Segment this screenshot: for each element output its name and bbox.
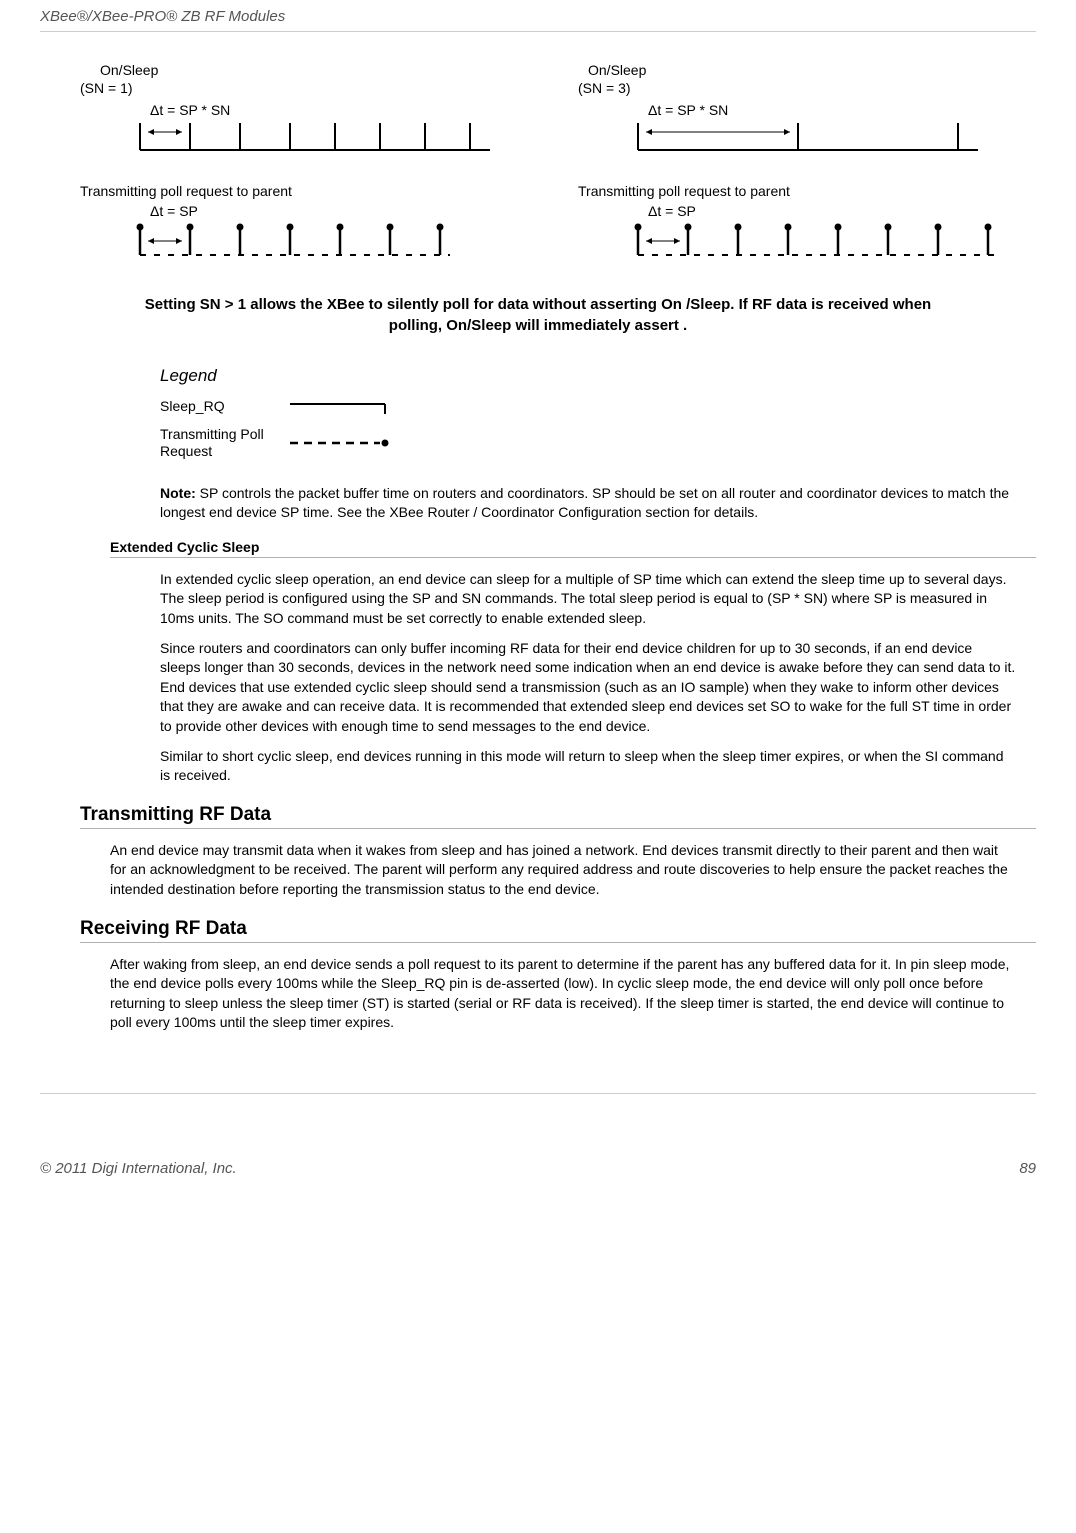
tx-p1: An end device may transmit data when it … xyxy=(110,841,1016,900)
note-text: SP controls the packet buffer time on ro… xyxy=(160,485,1009,521)
h2-rule-rx xyxy=(80,942,1036,943)
diagram-right: On/Sleep (SN = 3) Δt = SP * SN Transmitt… xyxy=(578,62,1036,264)
onsleep-label-right: On/Sleep xyxy=(588,62,1036,78)
legend-solid-icon xyxy=(290,396,400,416)
note-block: Note: SP controls the packet buffer time… xyxy=(160,484,1016,523)
h3-rule xyxy=(110,557,1036,558)
legend-dashed-icon xyxy=(290,433,400,453)
dt-top-label-left: Δt = SP * SN xyxy=(150,102,538,118)
h2-rule-tx xyxy=(80,828,1036,829)
h3-extended-cyclic: Extended Cyclic Sleep xyxy=(110,539,1036,555)
ext-cyclic-p3: Similar to short cyclic sleep, end devic… xyxy=(160,747,1016,786)
poll-waveform-left xyxy=(80,219,500,259)
ext-cyclic-p1: In extended cyclic sleep operation, an e… xyxy=(160,570,1016,629)
poll-caption-left: Transmitting poll request to parent xyxy=(80,183,538,199)
footer-page-number: 89 xyxy=(1019,1160,1036,1177)
h2-transmitting: Transmitting RF Data xyxy=(80,804,1036,826)
poll-waveform-right xyxy=(578,219,998,259)
timing-diagrams-row: On/Sleep (SN = 1) Δt = SP * SN Transmitt… xyxy=(80,62,1036,264)
header-rule xyxy=(40,31,1036,32)
page-footer: © 2011 Digi International, Inc. 89 xyxy=(40,1154,1036,1177)
diagram-left: On/Sleep (SN = 1) Δt = SP * SN Transmitt… xyxy=(80,62,538,264)
onsleep-waveform-left xyxy=(80,118,500,158)
page-header-title: XBee®/XBee-PRO® ZB RF Modules xyxy=(40,8,1036,29)
dt-top-label-right: Δt = SP * SN xyxy=(648,102,1036,118)
footer-copyright: © 2011 Digi International, Inc. xyxy=(40,1160,237,1177)
dt-bottom-label-right: Δt = SP xyxy=(648,203,1036,219)
footer-rule xyxy=(40,1093,1036,1094)
bold-caption: Setting SN > 1 allows the XBee to silent… xyxy=(130,294,946,336)
legend: Legend Sleep_RQ Transmitting Poll Reques… xyxy=(160,366,1036,460)
h2-receiving: Receiving RF Data xyxy=(80,918,1036,940)
ext-cyclic-p2: Since routers and coordinators can only … xyxy=(160,639,1016,737)
legend-row-solid: Sleep_RQ xyxy=(160,396,1036,416)
rx-p1: After waking from sleep, an end device s… xyxy=(110,955,1016,1033)
dt-bottom-label-left: Δt = SP xyxy=(150,203,538,219)
legend-label-dashed: Transmitting Poll Request xyxy=(160,426,290,460)
sn-label-right: (SN = 3) xyxy=(578,80,1036,96)
note-prefix: Note: xyxy=(160,485,196,501)
legend-label-solid: Sleep_RQ xyxy=(160,398,290,414)
legend-title: Legend xyxy=(160,366,1036,386)
onsleep-label-left: On/Sleep xyxy=(100,62,538,78)
onsleep-waveform-right xyxy=(578,118,998,158)
poll-caption-right: Transmitting poll request to parent xyxy=(578,183,1036,199)
legend-row-dashed: Transmitting Poll Request xyxy=(160,426,1036,460)
sn-label-left: (SN = 1) xyxy=(80,80,538,96)
